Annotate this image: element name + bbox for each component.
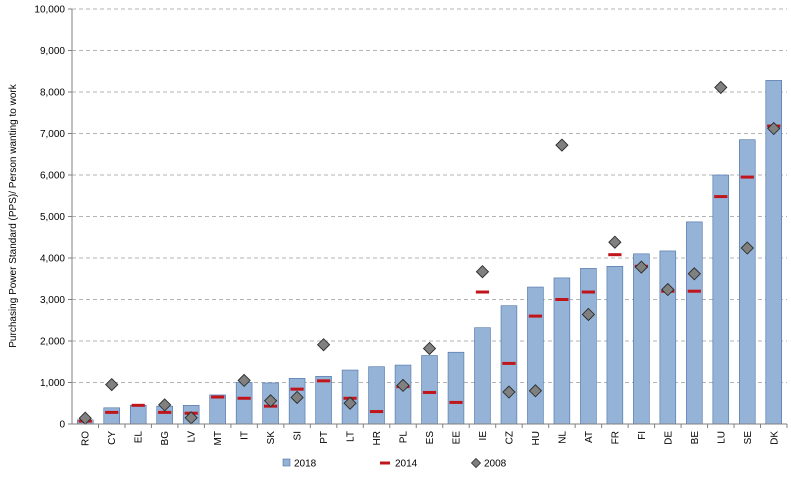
y-tick-label: 8,000 bbox=[40, 88, 65, 99]
bar-2018-IE bbox=[474, 327, 491, 425]
diamond-2008-LU bbox=[714, 80, 728, 95]
legend-swatch-2008 bbox=[470, 457, 482, 469]
x-tick-label: CZ bbox=[504, 431, 515, 444]
x-tick-label: SI bbox=[293, 431, 304, 440]
bar-2018-FR bbox=[606, 265, 624, 425]
diamond-2008-AT bbox=[581, 307, 596, 322]
x-tick-label: RO bbox=[81, 431, 92, 446]
x-tick-label: BG bbox=[160, 431, 171, 446]
x-tick-label: ES bbox=[425, 431, 436, 445]
y-tick-labels: 0 1,000 2,000 3,000 4,000 5,000 6,000 7,000 8,00… bbox=[34, 5, 72, 431]
x-tick-label: IE bbox=[478, 431, 489, 441]
x-tick-label: IT bbox=[240, 431, 251, 440]
y-axis-title: Purchasing Power Standard (PPS)/ Person … bbox=[8, 83, 19, 347]
diamond-2008-BE bbox=[687, 267, 701, 281]
x-tick-label: MT bbox=[213, 431, 224, 445]
bar-2018-HR bbox=[368, 366, 385, 425]
x-tick-label: EE bbox=[451, 431, 462, 445]
x-tick-label: HR bbox=[372, 431, 383, 445]
x-tick-label: LV bbox=[187, 431, 198, 443]
diamond-2008-FR bbox=[608, 235, 622, 249]
x-tick-label: LU bbox=[716, 431, 727, 444]
diamonds-2008 bbox=[78, 80, 781, 425]
legend-label-2008: 2008 bbox=[484, 459, 507, 470]
legend: 2018 2014 2008 bbox=[282, 457, 507, 470]
legend-label-2014: 2014 bbox=[395, 459, 418, 470]
diamond-2008-CZ bbox=[502, 385, 516, 399]
bar-2018-CY bbox=[103, 407, 120, 425]
y-tick-label: 10,000 bbox=[34, 5, 65, 16]
diamond-2008-ES bbox=[422, 341, 437, 356]
x-tick-label: FR bbox=[610, 431, 621, 444]
bar-2018-LU bbox=[712, 174, 730, 425]
diamond-2008-DK bbox=[767, 121, 781, 136]
diamond-2008-SK bbox=[263, 394, 278, 408]
bar-2018-EL bbox=[129, 405, 147, 425]
diamond-2008-SI bbox=[290, 390, 304, 405]
diamond-2008-IE bbox=[475, 265, 490, 279]
legend-label-2018: 2018 bbox=[294, 459, 317, 470]
x-tick-label: SK bbox=[266, 431, 277, 445]
diamond-2008-BG bbox=[158, 398, 172, 412]
y-tick-label: 6,000 bbox=[40, 171, 65, 182]
bar-2018-ES bbox=[421, 355, 438, 425]
bar-2018-MT bbox=[209, 394, 226, 425]
y-tick-label: 3,000 bbox=[40, 295, 65, 306]
bar-2018-IT bbox=[235, 382, 253, 425]
diamond-2008-HU bbox=[528, 384, 543, 398]
diamond-2008-LT bbox=[343, 396, 357, 410]
bar-2018-PL bbox=[394, 364, 412, 425]
y-tick-label: 1,000 bbox=[40, 378, 65, 389]
diamond-2008-PT bbox=[316, 338, 331, 352]
x-tick-label: HU bbox=[531, 431, 542, 445]
y-tick-label: 9,000 bbox=[40, 46, 65, 57]
x-tick-label: LT bbox=[346, 431, 357, 442]
y-tick-label: 0 bbox=[59, 420, 65, 431]
x-tick-label: BE bbox=[690, 431, 701, 445]
diamond-2008-PL bbox=[396, 378, 410, 393]
diamond-2008-SE bbox=[740, 241, 754, 255]
diamond-2008-DE bbox=[661, 282, 675, 297]
diamond-2008-IT bbox=[237, 373, 251, 388]
legend-swatch-2018 bbox=[282, 458, 291, 467]
x-tick-label: FI bbox=[637, 431, 648, 440]
bar-2018-PT bbox=[315, 375, 332, 425]
bar-2018-BE bbox=[686, 221, 703, 425]
y-tick-label: 7,000 bbox=[40, 129, 65, 140]
x-tick-label: NL bbox=[557, 431, 568, 444]
bar-2018-FI bbox=[633, 253, 650, 425]
x-tick-labels: RO CY EL BG LV MT IT SK SI PT LT HR PL ES EE IE CZ HU NL AT… bbox=[81, 424, 788, 446]
y-tick-label: 5,000 bbox=[40, 212, 65, 223]
x-tick-label: DE bbox=[663, 431, 674, 445]
bar-2018-EE bbox=[447, 351, 465, 425]
diamond-2008-NL bbox=[555, 138, 569, 152]
diamond-2008-FI bbox=[634, 260, 648, 274]
bar-2018-SE bbox=[739, 139, 756, 425]
gridlines bbox=[72, 8, 787, 383]
diamond-2008-CY bbox=[105, 377, 119, 392]
x-tick-label: CY bbox=[107, 431, 118, 445]
x-tick-label: PT bbox=[319, 431, 330, 444]
bar-2018-HU bbox=[527, 286, 544, 425]
y-tick-label: 4,000 bbox=[40, 254, 65, 265]
x-tick-label: AT bbox=[584, 431, 595, 443]
y-tick-label: 2,000 bbox=[40, 337, 65, 348]
x-tick-label: DK bbox=[769, 431, 780, 445]
bars-2018 bbox=[76, 80, 783, 425]
x-tick-label: EL bbox=[134, 431, 145, 444]
x-tick-label: SE bbox=[743, 431, 754, 445]
bar-2018-DE bbox=[659, 250, 677, 425]
x-tick-label: PL bbox=[399, 431, 410, 444]
